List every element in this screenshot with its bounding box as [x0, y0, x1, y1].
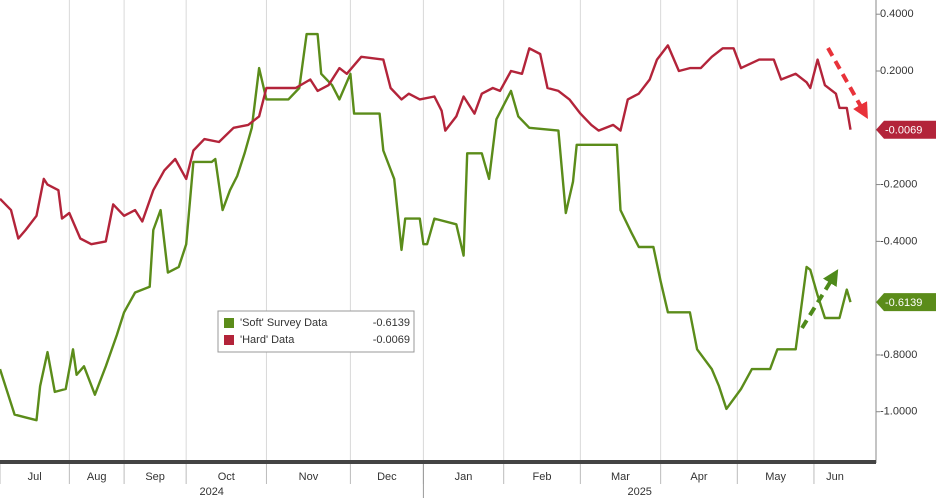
x-tick-label: Aug: [87, 471, 107, 483]
legend-label: 'Soft' Survey Data: [240, 317, 328, 329]
x-tick-label: Jan: [455, 471, 473, 483]
end-tag: [876, 293, 936, 312]
x-tick-label: Jun: [826, 471, 844, 483]
end-value-label: -0.6139: [885, 297, 922, 309]
arrow-annotation: [826, 47, 868, 119]
series-line: [0, 44, 852, 246]
end-value-label: -0.0069: [885, 125, 922, 137]
x-tick-label: May: [765, 471, 786, 483]
x-tick-label: Feb: [533, 471, 552, 483]
x-tick-label: Apr: [690, 471, 707, 483]
x-tick-label: Sep: [145, 471, 165, 483]
plot-area: [0, 0, 876, 460]
legend-box: [217, 310, 415, 353]
legend-swatch: [224, 318, 234, 328]
legend: 'Soft' Survey Data -0.6139 'Hard' Data -…: [217, 310, 415, 353]
y-tick-label: -1.0000: [880, 406, 917, 418]
y-tick-label: -0.4000: [880, 235, 917, 247]
x-tick-label: Nov: [299, 471, 319, 483]
year-label: 2025: [627, 486, 651, 498]
end-tag: [876, 120, 936, 139]
y-tick-label: -0.8000: [880, 349, 917, 361]
x-tick-label: Dec: [377, 471, 397, 483]
year-label: 2024: [199, 486, 223, 498]
x-tick-label: Mar: [611, 471, 630, 483]
y-tick-label: 0.4000: [880, 8, 914, 20]
series-line: [0, 32, 852, 422]
x-axis: [0, 460, 876, 464]
legend-value: -0.6139: [373, 317, 410, 329]
x-tick-label: Jul: [28, 471, 42, 483]
y-tick-label: 0.2000: [880, 65, 914, 77]
x-tick-label: Oct: [218, 471, 235, 483]
arrow-annotation: [800, 269, 839, 330]
y-tick-label: -0.2000: [880, 178, 917, 190]
legend-swatch: [224, 335, 234, 345]
legend-label: 'Hard' Data: [240, 334, 295, 346]
legend-value: -0.0069: [373, 334, 410, 346]
